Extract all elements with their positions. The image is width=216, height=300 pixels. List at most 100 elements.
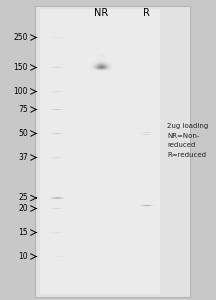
Bar — [90, 73, 91, 74]
Bar — [113, 60, 114, 61]
Bar — [104, 88, 106, 90]
Bar — [109, 86, 110, 88]
Bar — [103, 58, 104, 59]
Bar — [87, 73, 88, 74]
Bar — [106, 73, 107, 74]
Bar — [107, 64, 108, 65]
Bar — [99, 70, 100, 71]
Bar — [100, 61, 101, 62]
Bar — [109, 89, 110, 91]
Bar — [96, 90, 97, 92]
Bar — [99, 71, 100, 72]
Bar — [106, 76, 107, 78]
Bar — [113, 68, 114, 69]
Bar — [110, 80, 112, 81]
Bar — [103, 71, 104, 72]
Bar — [97, 98, 99, 99]
Bar — [112, 62, 113, 64]
Bar — [97, 61, 99, 63]
Bar — [104, 63, 106, 65]
Bar — [94, 55, 96, 56]
Bar — [90, 69, 91, 70]
Bar — [104, 83, 106, 84]
Bar — [110, 102, 112, 104]
Bar — [90, 75, 91, 77]
Bar — [91, 68, 93, 69]
Bar — [89, 60, 90, 61]
Bar — [109, 62, 110, 64]
Bar — [90, 56, 91, 57]
Bar — [113, 85, 114, 86]
Bar — [113, 99, 114, 100]
Bar — [109, 66, 110, 67]
Bar — [89, 106, 90, 108]
Bar — [106, 68, 107, 69]
Bar — [109, 70, 110, 71]
Bar — [106, 58, 107, 59]
Bar — [92, 54, 93, 55]
Bar — [102, 77, 103, 79]
Bar — [94, 62, 95, 63]
Bar — [102, 86, 103, 88]
Bar — [91, 97, 93, 98]
Bar — [112, 55, 113, 56]
Bar — [102, 82, 103, 83]
Bar — [114, 54, 115, 55]
Bar — [104, 57, 106, 58]
Bar — [102, 96, 103, 97]
Bar — [112, 57, 113, 58]
Bar — [113, 89, 114, 91]
Bar — [90, 71, 91, 72]
Bar — [112, 68, 113, 69]
Bar — [99, 105, 100, 107]
Bar — [111, 70, 112, 71]
Bar — [91, 88, 93, 90]
Bar — [97, 62, 99, 64]
Bar — [112, 54, 113, 55]
Bar — [96, 54, 97, 55]
Bar — [94, 70, 95, 71]
Bar — [109, 58, 110, 59]
Bar — [103, 67, 104, 68]
Bar — [88, 63, 89, 64]
Bar — [106, 94, 107, 95]
Bar — [106, 99, 107, 100]
Bar — [91, 59, 93, 61]
Bar — [108, 69, 109, 70]
Bar — [110, 85, 112, 86]
Bar — [96, 69, 97, 70]
Bar — [110, 58, 111, 59]
Bar — [93, 75, 94, 77]
Bar — [93, 84, 94, 85]
Bar — [98, 61, 99, 62]
Bar — [93, 65, 94, 67]
Bar — [93, 56, 94, 57]
Bar — [93, 69, 94, 70]
Bar — [101, 65, 102, 66]
Bar — [93, 92, 94, 94]
Bar — [107, 56, 108, 57]
Bar — [88, 71, 89, 72]
Bar — [107, 71, 109, 72]
Bar — [89, 80, 90, 81]
Bar — [99, 67, 100, 68]
Bar — [90, 59, 91, 60]
Bar — [90, 92, 91, 93]
Bar — [114, 60, 115, 61]
Bar — [93, 96, 94, 97]
Bar — [94, 75, 96, 77]
Bar — [102, 67, 103, 68]
Bar — [101, 71, 102, 72]
Bar — [109, 65, 110, 67]
Bar — [98, 63, 99, 64]
Bar — [111, 54, 112, 55]
Bar — [94, 59, 96, 61]
Bar — [105, 59, 106, 60]
Bar — [102, 63, 103, 64]
Bar — [108, 66, 109, 67]
Bar — [109, 64, 110, 66]
Bar — [90, 96, 91, 97]
Bar — [106, 84, 107, 85]
Bar — [110, 106, 112, 108]
Bar — [91, 96, 93, 97]
